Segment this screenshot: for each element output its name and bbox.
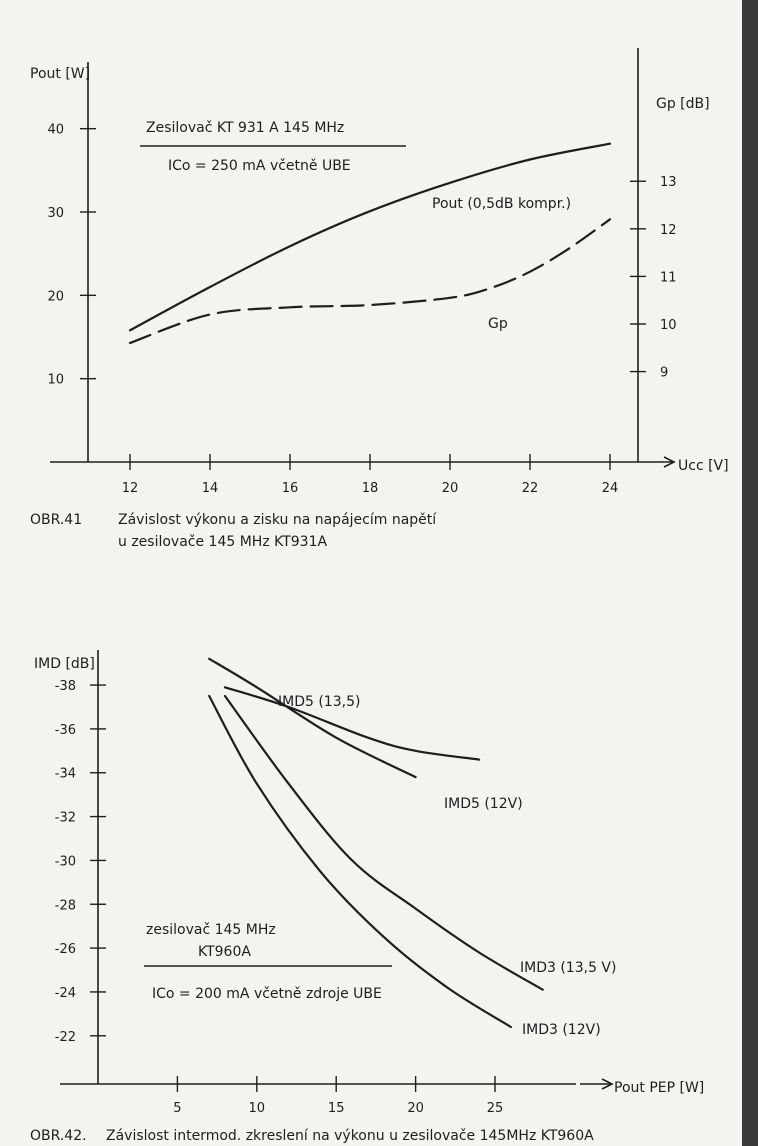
- c2-series-label-imd3-13v5: IMD3 (13,5 V): [520, 960, 616, 976]
- c2-annotation-sub: ICo = 200 mA včetně zdroje UBE: [152, 986, 382, 1002]
- c1-ytick-label-3: 40: [47, 123, 64, 138]
- c2-annotation-title2: KT960A: [198, 944, 251, 960]
- c2-ytick-label-5: -28: [55, 898, 76, 913]
- c2-ytick-label-4: -30: [55, 854, 76, 869]
- c1-xlabel: Ucc [V]: [678, 458, 729, 474]
- c2-ytick-label-2: -34: [55, 767, 76, 782]
- c2-series-imd3-13v5: [223, 694, 544, 991]
- c1-y2tick-label-0: 9: [660, 366, 668, 381]
- c1-ytick-label-1: 20: [47, 289, 64, 304]
- c2-ytick-label-8: -22: [55, 1030, 76, 1045]
- c2-ytick-label-6: -26: [55, 942, 76, 957]
- c1-y2tick-label-2: 11: [660, 270, 677, 285]
- c2-xtick-label-3: 20: [407, 1101, 424, 1116]
- c2-xlabel: Pout PEP [W]: [614, 1080, 704, 1096]
- c2-caption-text: Závislost intermod. zkreslení na výkonu …: [106, 1128, 594, 1144]
- c1-series-label-pout: Pout (0,5dB kompr.): [432, 196, 571, 212]
- c2-series-imd5-12v: [223, 686, 481, 761]
- c1-xtick-label-2: 16: [282, 481, 299, 496]
- c2-xtick-label-1: 10: [249, 1101, 266, 1116]
- c2-series-label-imd3-12v: IMD3 (12V): [522, 1022, 601, 1038]
- c2-series-imd5-13v5: [208, 657, 417, 779]
- c1-x-arrow-icon: [663, 456, 676, 468]
- c1-y2tick-label-1: 10: [660, 318, 677, 333]
- c2-xtick-label-0: 5: [173, 1101, 181, 1116]
- c2-caption-label: OBR.42.: [30, 1128, 87, 1144]
- chart-obr42: IMD [dB] Pout PEP [W] 5 10 15 20 25 -38 -36 -3…: [34, 650, 704, 1116]
- c2-ytick-label-3: -32: [55, 811, 76, 826]
- c1-annotation-sub: ICo = 250 mA včetně UBE: [168, 158, 351, 174]
- c1-xtick-label-5: 22: [522, 481, 539, 496]
- c1-series-gp: [128, 218, 612, 345]
- c2-ytick-label-0: -38: [55, 679, 76, 694]
- c1-series-label-gp: Gp: [488, 316, 508, 332]
- c2-annotation-title: zesilovač 145 MHz: [146, 922, 276, 938]
- c1-ytick-label-0: 10: [47, 373, 64, 388]
- c2-xtick-label-2: 15: [328, 1101, 345, 1116]
- c1-y2tick-label-4: 13: [660, 175, 677, 190]
- c1-xtick-label-3: 18: [362, 481, 379, 496]
- chart-obr41: Pout [W] Gp [dB] Ucc [V] 12 14 16 18 20 22 24 …: [30, 48, 729, 496]
- c1-caption-line1: Závislost výkonu a zisku na napájecím na…: [118, 512, 437, 528]
- c2-ytick-label-7: -24: [55, 986, 76, 1001]
- c2-x-arrow-icon: [601, 1078, 614, 1090]
- c1-caption-line2: u zesilovače 145 MHz KT931A: [118, 534, 327, 550]
- c2-series-label-imd5-12v: IMD5 (12V): [444, 796, 523, 812]
- c1-xtick-label-0: 12: [122, 481, 139, 496]
- c1-y2label: Gp [dB]: [656, 96, 710, 112]
- c1-xtick-label-6: 24: [602, 481, 619, 496]
- c2-ytick-label-1: -36: [55, 723, 76, 738]
- c1-ylabel: Pout [W]: [30, 66, 90, 82]
- c1-caption-label: OBR.41: [30, 512, 82, 528]
- c2-series-imd3-12v: [208, 694, 512, 1029]
- c1-ytick-label-2: 30: [47, 206, 64, 221]
- c2-xtick-label-4: 25: [487, 1101, 504, 1116]
- page-edge-shadow: [742, 0, 758, 1146]
- c2-series-label-imd5-13v5: IMD5 (13,5): [278, 694, 360, 710]
- c1-annotation-title: Zesilovač KT 931 A 145 MHz: [146, 120, 344, 136]
- c1-xtick-label-1: 14: [202, 481, 219, 496]
- c1-y2tick-label-3: 12: [660, 223, 677, 238]
- c1-xtick-label-4: 20: [442, 481, 459, 496]
- c1-series-pout: [128, 142, 612, 332]
- c2-ylabel: IMD [dB]: [34, 656, 95, 672]
